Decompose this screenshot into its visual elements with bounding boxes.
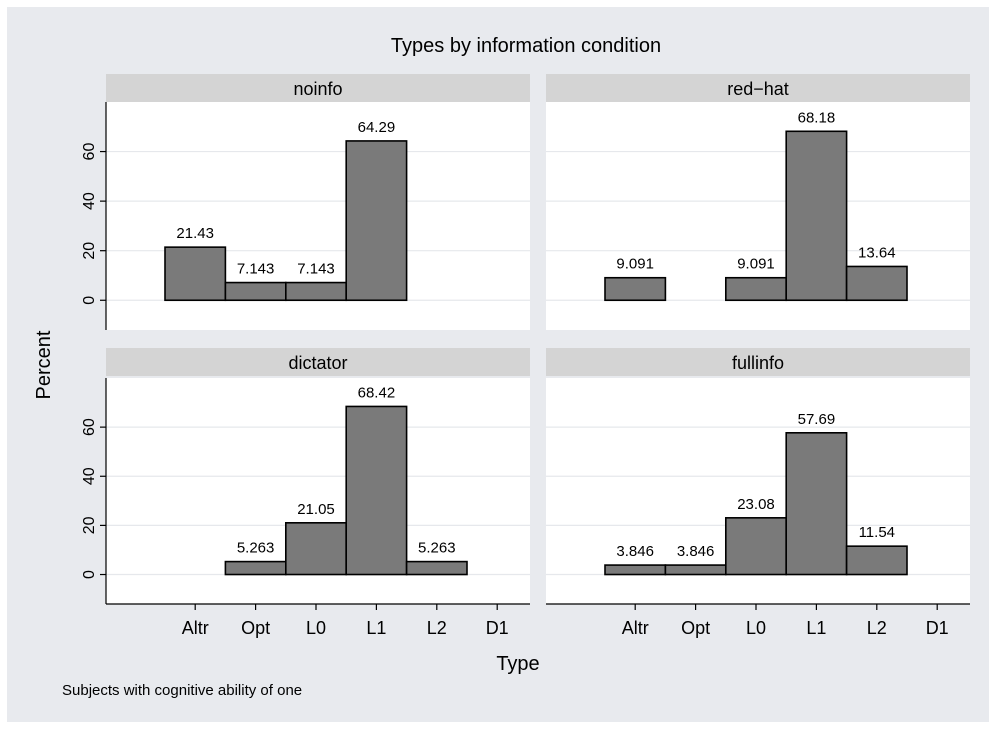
data-label: 3.846 <box>616 543 654 560</box>
data-label: 57.69 <box>798 411 836 428</box>
panel-header <box>546 348 970 376</box>
data-label: 7.143 <box>297 261 335 278</box>
bar <box>224 560 287 576</box>
bar <box>724 517 787 576</box>
x-tick-label: L1 <box>806 618 826 638</box>
x-tick-label: L0 <box>306 618 326 638</box>
x-tick-label: L2 <box>427 618 447 638</box>
bar <box>664 564 727 576</box>
bar <box>224 281 287 302</box>
y-tick-label: 40 <box>81 192 98 210</box>
panel-header <box>106 348 530 376</box>
data-label: 5.263 <box>418 540 456 557</box>
x-tick-label: Altr <box>182 618 209 638</box>
data-label: 23.08 <box>737 496 775 513</box>
y-tick-label: 20 <box>81 242 98 260</box>
y-tick-label: 20 <box>81 516 98 534</box>
panel-title: red−hat <box>727 79 789 99</box>
y-tick-label: 40 <box>81 467 98 485</box>
panel-title: noinfo <box>293 79 342 99</box>
panel-header <box>546 74 970 102</box>
data-label: 5.263 <box>237 540 275 557</box>
x-tick-label: L2 <box>867 618 887 638</box>
panel-2: dictator 5.263 21.05 68.42 5.263 0 20 40 60 Altr O… <box>81 348 530 638</box>
y-tick-label: 0 <box>81 296 98 305</box>
bar <box>785 130 848 302</box>
bar <box>405 560 468 576</box>
x-tick-label: L1 <box>366 618 386 638</box>
data-label: 3.846 <box>677 543 715 560</box>
y-tick-label: 0 <box>81 570 98 579</box>
data-label: 9.091 <box>616 256 654 273</box>
data-label: 68.42 <box>358 384 396 401</box>
x-tick-label: Opt <box>241 618 270 638</box>
y-tick-label: 60 <box>81 143 98 161</box>
data-label: 21.43 <box>176 225 214 242</box>
panel-1: red−hat 9.091 9.091 68.18 13.64 <box>546 74 970 330</box>
data-label: 21.05 <box>297 501 335 518</box>
panel-0: noinfo 21.43 7.143 7.143 64.29 0 20 40 60 <box>81 74 530 330</box>
bar <box>845 545 908 576</box>
bar <box>164 246 227 302</box>
data-label: 64.29 <box>358 119 396 136</box>
data-label: 68.18 <box>798 109 836 126</box>
bar <box>724 276 787 302</box>
data-label: 7.143 <box>237 261 275 278</box>
bar <box>785 432 848 576</box>
panel-title: dictator <box>288 353 347 373</box>
x-tick-label: D1 <box>486 618 509 638</box>
x-axis-label: Type <box>496 653 539 675</box>
y-tick-label: 60 <box>81 418 98 436</box>
panel-3: fullinfo 3.846 3.846 23.08 57.69 11.54 Altr Opt… <box>546 348 970 638</box>
bar <box>604 564 667 576</box>
panel-title: fullinfo <box>732 353 784 373</box>
bar <box>845 265 908 302</box>
bar <box>345 405 408 576</box>
x-tick-label: L0 <box>746 618 766 638</box>
panel-header <box>106 74 530 102</box>
data-label: 13.64 <box>858 244 896 261</box>
bar <box>284 522 347 576</box>
data-label: 9.091 <box>737 256 775 273</box>
bar <box>284 281 347 302</box>
panels: noinfo 21.43 7.143 7.143 64.29 0 20 40 60 red−hat… <box>81 74 970 638</box>
x-tick-label: Opt <box>681 618 710 638</box>
y-axis-label: Percent <box>33 330 55 399</box>
data-label: 11.54 <box>859 524 895 541</box>
x-tick-label: Altr <box>622 618 649 638</box>
chart-title: Types by information condition <box>391 35 661 57</box>
x-tick-label: D1 <box>926 618 949 638</box>
chart-note: Subjects with cognitive ability of one <box>62 682 302 699</box>
bar <box>345 140 408 302</box>
bar <box>604 276 667 302</box>
